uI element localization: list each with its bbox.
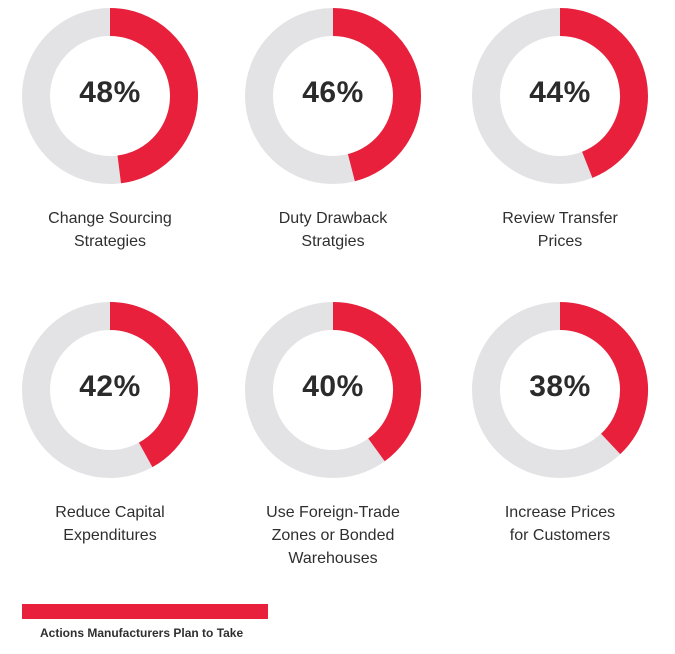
donut-ring [22,8,198,184]
donut-value-arc [559,8,648,178]
category-label: Use Foreign-Trade Zones or Bonded Warehous… [223,501,443,570]
percent-label: 42% [79,370,141,403]
category-label-line: Stratgies [301,233,365,250]
percent-label: 46% [302,76,364,109]
category-label-line: Expenditures [63,527,157,544]
legend: Actions Manufacturers Plan to Take [22,604,322,648]
category-label-line: for Customers [509,527,611,544]
category-label-line: Use Foreign-Trade [266,504,400,521]
category-label-line: Zones or Bonded [271,527,395,544]
donut-value-arc [559,302,648,455]
donut-ring [245,8,421,184]
category-label: Reduce Capital Expenditures [0,501,220,547]
category-label: Change Sourcing Strategies [0,207,220,253]
category-label-line: Prices [537,233,583,250]
percent-label: 40% [302,370,364,403]
donut-ring [22,302,198,478]
category-label-line: Change Sourcing [48,210,172,227]
category-label-line: Reduce Capital [55,504,165,521]
donut-item: 42% Reduce Capital Expenditures [0,302,220,592]
donut-ring [472,8,648,184]
category-label: Duty Drawback Stratgies [223,207,443,253]
donut-ring [472,302,648,478]
category-label: Review Transfer Prices [450,207,670,253]
donut-item: 38% Increase Prices for Customers [450,302,670,592]
donut-value-arc [109,8,198,184]
category-label-line: Warehouses [288,550,378,567]
category-label-line: Duty Drawback [278,210,388,227]
legend-label: Actions Manufacturers Plan to Take [40,626,244,640]
percent-label: 44% [529,76,591,109]
percent-label: 48% [79,76,141,109]
category-label-line: Review Transfer [502,210,618,227]
donut-item: 40% Use Foreign-Trade Zones or Bonded Wareh… [223,302,443,592]
donut-item: 46% Duty Drawback Stratgies [223,8,443,298]
category-label-line: Strategies [73,233,147,250]
category-label: Increase Prices for Customers [450,501,670,547]
category-label-line: Increase Prices [504,504,616,521]
donut-value-arc [332,302,421,462]
donut-value-arc [109,302,198,468]
donut-ring [245,302,421,478]
donut-value-arc [332,8,421,182]
legend-swatch [22,604,268,619]
donut-item: 44% Review Transfer Prices [450,8,670,298]
donut-item: 48% Change Sourcing Strategies [0,8,220,298]
percent-label: 38% [529,370,591,403]
